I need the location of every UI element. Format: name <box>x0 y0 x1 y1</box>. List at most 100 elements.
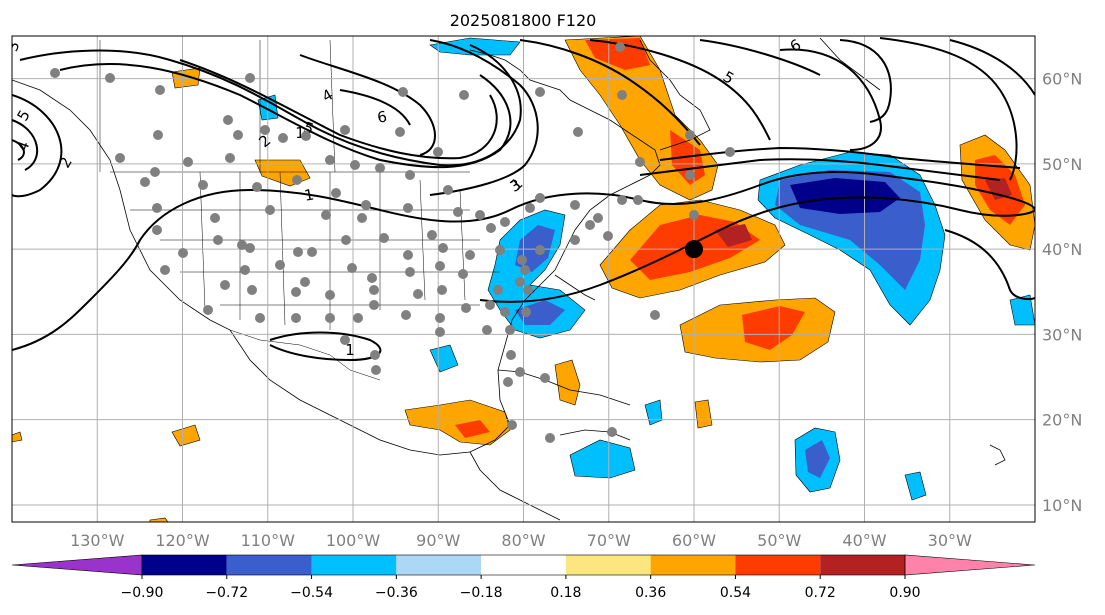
station-dot <box>593 213 603 223</box>
station-dot <box>325 155 335 165</box>
colorbar-segment <box>142 555 227 575</box>
lon-tick-label: 110°W <box>241 531 296 550</box>
colorbar-tick-label: 0.18 <box>550 585 581 601</box>
station-dot <box>650 310 660 320</box>
station-dot <box>325 290 335 300</box>
station-dot <box>233 130 243 140</box>
station-dot <box>220 280 230 290</box>
lon-tick-label: 100°W <box>326 531 381 550</box>
station-dot <box>291 313 301 323</box>
station-dot <box>178 248 188 258</box>
station-dot <box>213 235 223 245</box>
station-dot <box>545 433 555 443</box>
station-dot <box>535 193 545 203</box>
contour-label: 1 <box>303 185 316 204</box>
station-dot <box>689 210 699 220</box>
colorbar-segment <box>735 555 821 575</box>
station-dot <box>369 285 379 295</box>
lon-tick-label: 70°W <box>587 531 631 550</box>
highlight-point <box>685 240 703 259</box>
station-dot <box>523 285 533 295</box>
station-dot <box>438 243 448 253</box>
contour-label: 6 <box>376 107 389 126</box>
station-dot <box>275 260 285 270</box>
station-dot <box>375 163 385 173</box>
contour-label: 3 <box>3 39 23 54</box>
station-dot <box>398 87 408 97</box>
station-dot <box>437 285 447 295</box>
lat-tick-label: 60°N <box>1042 70 1082 89</box>
station-dot <box>607 427 617 437</box>
contour-label: 1 <box>295 124 305 142</box>
contour-label: 1 <box>345 341 355 359</box>
station-dot <box>540 373 550 383</box>
station-dot <box>340 125 350 135</box>
station-dot <box>321 210 331 220</box>
lon-tick-label: 120°W <box>155 531 210 550</box>
station-dot <box>105 73 115 83</box>
colorbar-tick-label: −0.90 <box>121 585 164 601</box>
station-dot <box>291 287 301 297</box>
colorbar-extend-high <box>904 554 1036 576</box>
station-dot <box>570 235 580 245</box>
colorbar-tick-label: 0.90 <box>889 585 920 601</box>
pos-anomaly-caribbean <box>404 399 511 446</box>
station-dot <box>223 115 233 125</box>
station-dot <box>500 307 510 317</box>
colorbar-tick-label: 0.54 <box>720 585 751 601</box>
station-dot <box>435 261 445 271</box>
station-dot <box>152 225 162 235</box>
station-dot <box>486 223 496 233</box>
station-dot <box>503 377 513 387</box>
station-dot <box>433 147 443 157</box>
station-dot <box>475 210 485 220</box>
plot-title: 2025081800 F120 <box>450 11 597 30</box>
colorbar-segment <box>481 555 566 575</box>
station-dot <box>459 90 469 100</box>
station-dot <box>252 182 262 192</box>
station-dot <box>413 289 423 299</box>
colorbar-segment <box>650 555 736 575</box>
station-dot <box>379 233 389 243</box>
observation-stations <box>50 42 735 443</box>
station-dot <box>292 175 302 185</box>
station-dot <box>183 157 193 167</box>
lat-tick-label: 10°N <box>1042 496 1082 515</box>
station-dot <box>240 265 250 275</box>
station-dot <box>247 285 257 295</box>
station-dot <box>635 157 645 167</box>
station-dot <box>340 335 350 345</box>
station-dot <box>140 177 150 187</box>
lat-tick-label: 50°N <box>1042 155 1082 174</box>
station-dot <box>160 265 170 275</box>
colorbar-tick-label: −0.36 <box>375 585 418 601</box>
station-dot <box>152 203 162 213</box>
station-dot <box>50 68 60 78</box>
station-dot <box>515 367 525 377</box>
station-dot <box>453 207 463 217</box>
station-dot <box>307 247 317 257</box>
station-dot <box>395 127 405 137</box>
station-dot <box>515 277 525 287</box>
lon-tick-label: 60°W <box>672 531 716 550</box>
lon-tick-label: 50°W <box>757 531 801 550</box>
station-dot <box>725 147 735 157</box>
station-dot <box>458 269 468 279</box>
station-dot <box>505 325 515 335</box>
colorbar-tick-label: −0.72 <box>205 585 248 601</box>
station-dot <box>500 217 510 227</box>
station-dot <box>361 200 371 210</box>
station-dot <box>401 310 411 320</box>
station-dot <box>357 213 367 223</box>
colorbar-segment <box>565 555 651 575</box>
station-dot <box>225 153 235 163</box>
colorbar-outline <box>141 554 906 576</box>
latitude-tick-labels: 10°N 20°N 30°N 40°N 50°N 60°N <box>1042 70 1082 515</box>
station-dot <box>517 255 527 265</box>
station-dot <box>155 85 165 95</box>
station-dot <box>153 130 163 140</box>
lon-tick-label: 40°W <box>842 531 886 550</box>
station-dot <box>520 265 530 275</box>
station-dot <box>603 231 613 241</box>
